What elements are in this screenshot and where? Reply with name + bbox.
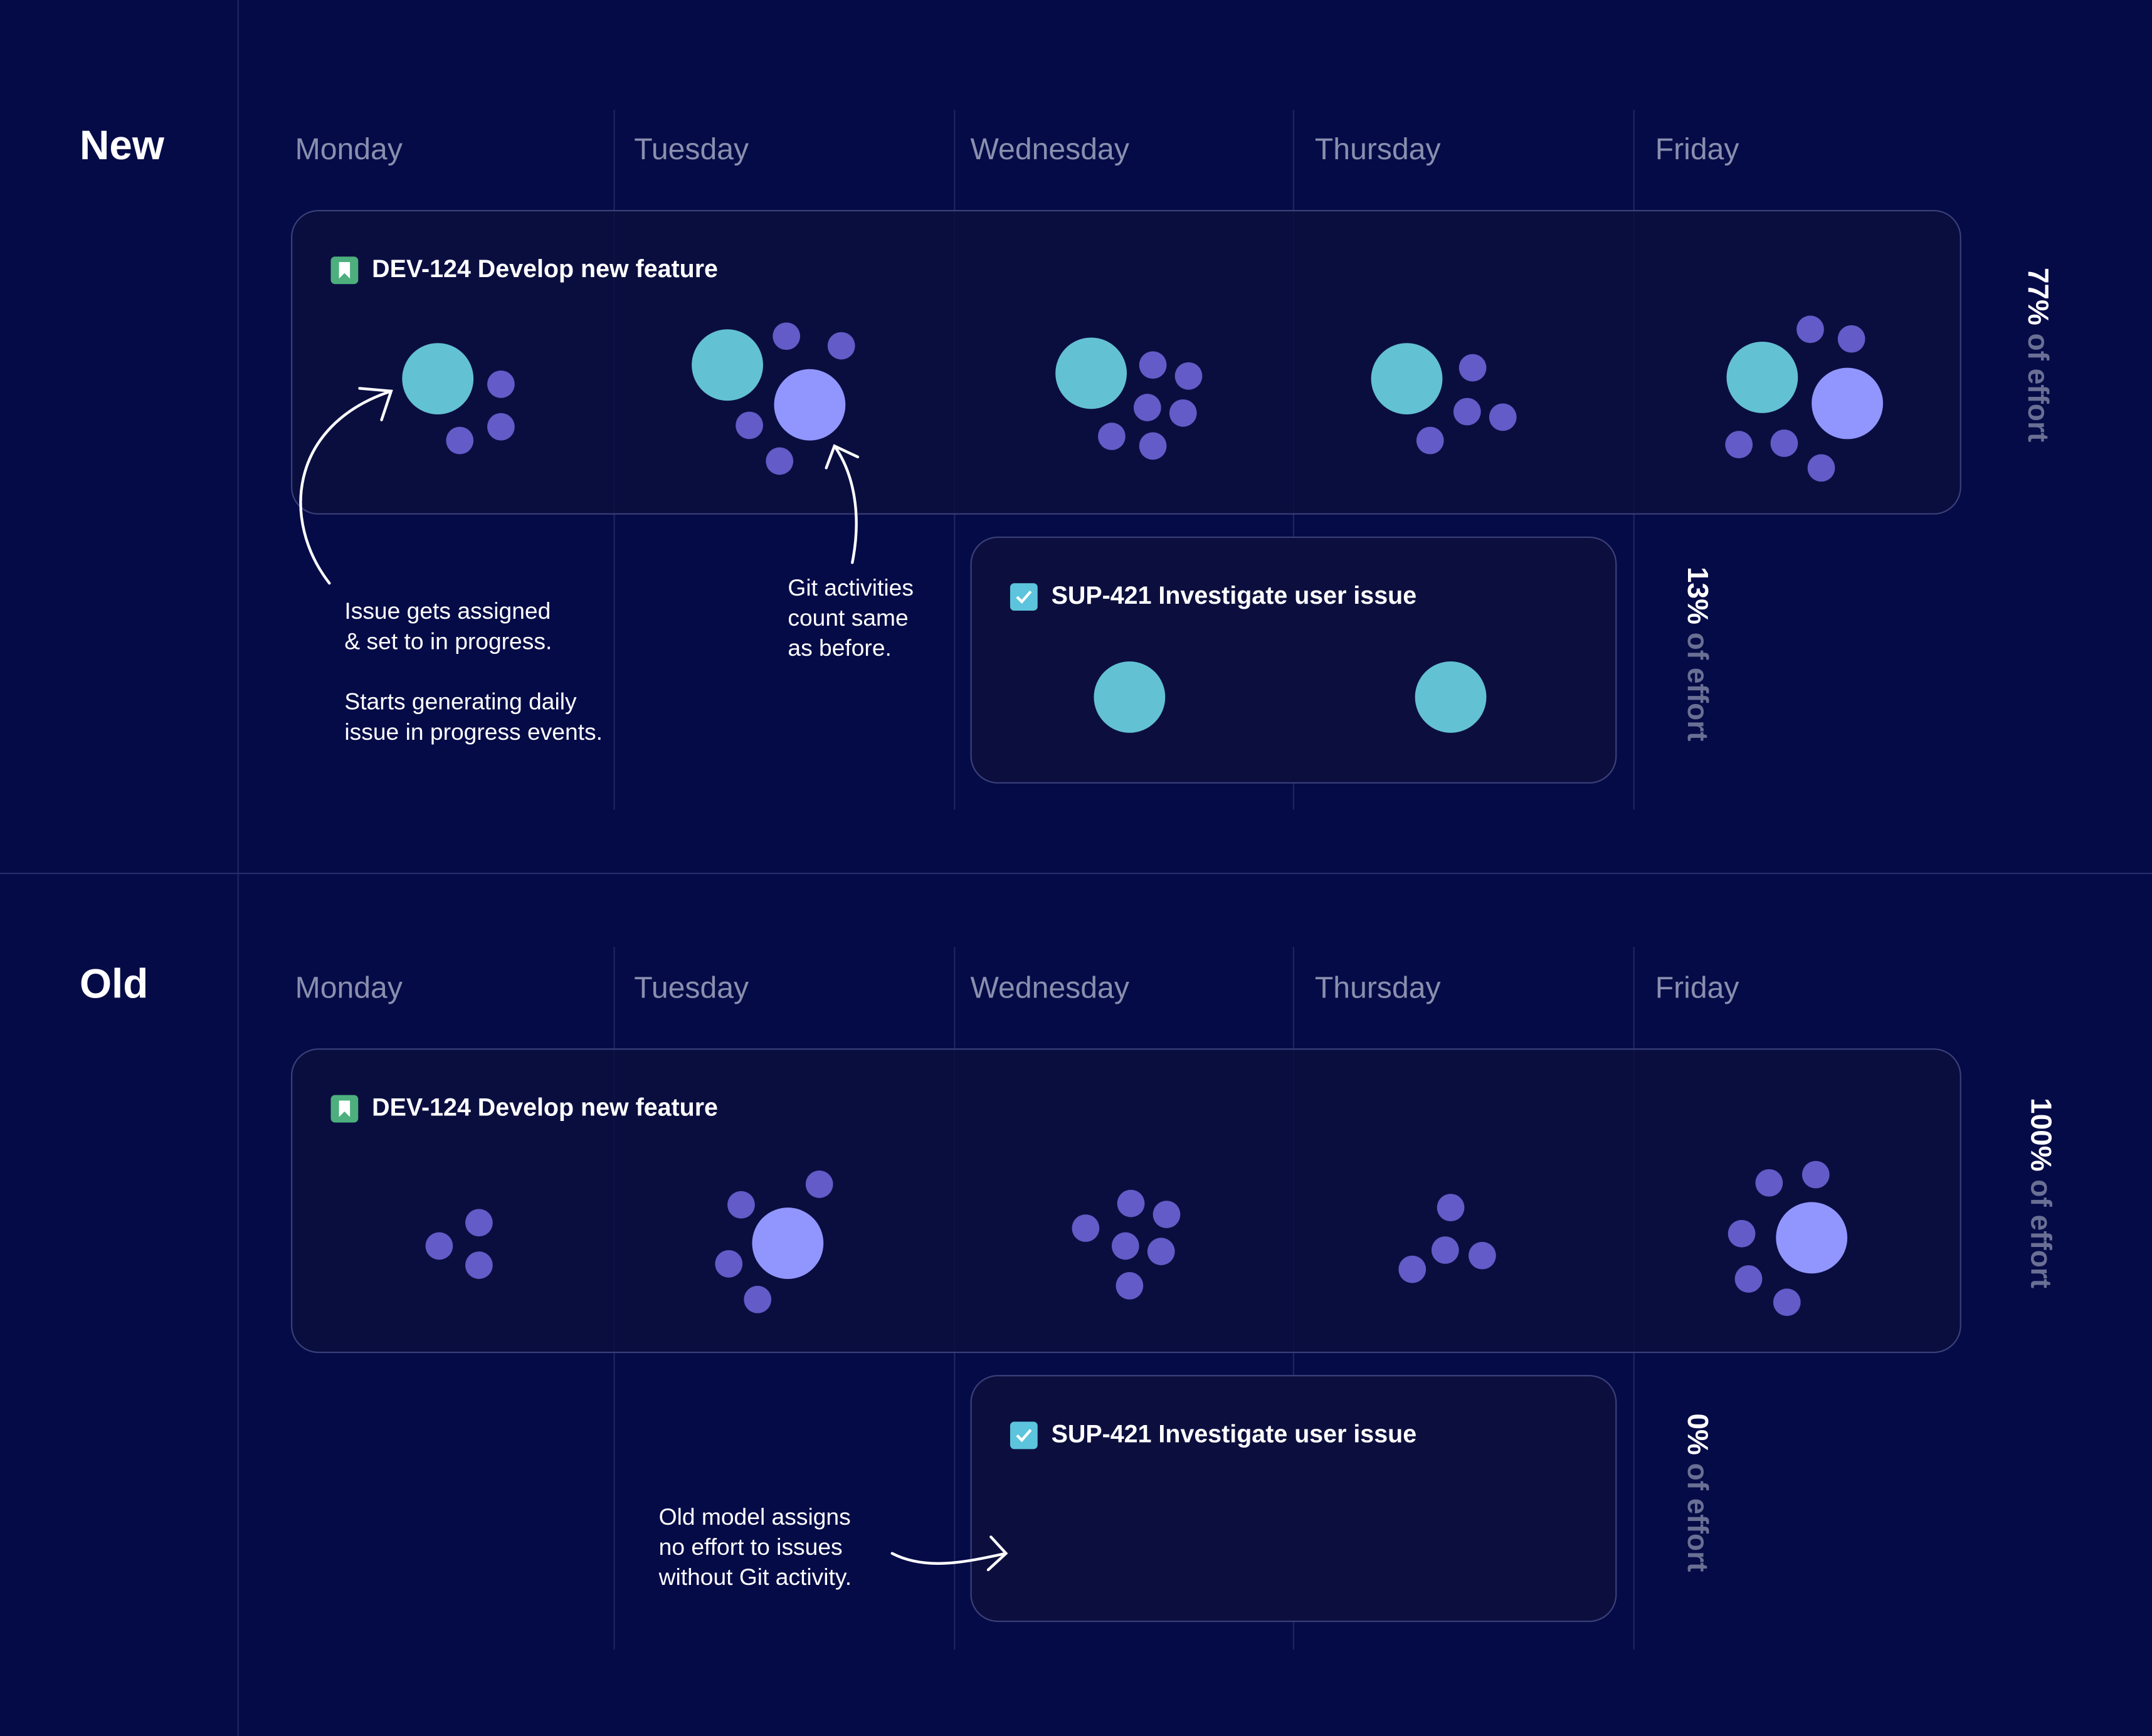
day-label-wednesday: Wednesday — [970, 132, 1129, 166]
day-label-thursday: Thursday — [1314, 132, 1441, 166]
day-label-wednesday: Wednesday — [970, 970, 1129, 1005]
effort-text: of effort — [2024, 1171, 2056, 1289]
effort-percent: 13% — [1681, 566, 1713, 624]
section-title-old: Old — [79, 962, 149, 1007]
section-title-new: New — [79, 123, 164, 169]
story-card-title: DEV-124 Develop new feature — [330, 1093, 718, 1122]
effort-percent: 100% — [2024, 1098, 2056, 1172]
effort-percent: 77% — [2022, 267, 2054, 325]
effort-text: of effort — [2022, 325, 2054, 443]
day-label-friday: Friday — [1655, 132, 1739, 166]
day-label-tuesday: Tuesday — [634, 970, 749, 1005]
story-effort-label: 77% of effort — [2020, 267, 2054, 443]
day-label-thursday: Thursday — [1314, 970, 1441, 1005]
day-label-monday: Monday — [295, 970, 403, 1005]
checkbox-icon — [1010, 582, 1038, 610]
task-effort-label: 13% of effort — [1680, 566, 1713, 742]
effort-text: of effort — [1681, 1455, 1713, 1572]
task-effort-label: 0% of effort — [1680, 1413, 1713, 1572]
story-title: DEV-124 Develop new feature — [372, 255, 718, 283]
story-effort-label: 100% of effort — [2023, 1098, 2056, 1289]
annotation-git-activities: Git activities count same as before. — [788, 575, 914, 662]
annotation-old-model: Old model assigns no effort to issues wi… — [658, 1503, 852, 1591]
section-divider — [0, 873, 2152, 875]
task-card-title: SUP-421 Investigate user issue — [1010, 1420, 1416, 1449]
day-label-monday: Monday — [295, 132, 403, 166]
story-title: DEV-124 Develop new feature — [372, 1093, 718, 1122]
story-card[interactable]: DEV-124 Develop new feature — [291, 1048, 1961, 1354]
effort-text: of effort — [1681, 624, 1713, 742]
bookmark-icon — [330, 1094, 359, 1122]
task-title: SUP-421 Investigate user issue — [1051, 582, 1417, 609]
day-label-tuesday: Tuesday — [634, 132, 749, 166]
task-card[interactable]: SUP-421 Investigate user issue — [970, 1375, 1617, 1623]
sidebar-divider — [237, 0, 239, 1736]
story-card-title: DEV-124 Develop new feature — [330, 255, 718, 284]
annotation-issue-assigned: Issue gets assigned & set to in progress… — [344, 598, 603, 745]
day-label-friday: Friday — [1655, 970, 1739, 1005]
story-card[interactable]: DEV-124 Develop new feature — [291, 209, 1961, 515]
effort-percent: 0% — [1681, 1413, 1713, 1455]
task-card[interactable]: SUP-421 Investigate user issue — [970, 536, 1617, 784]
task-title: SUP-421 Investigate user issue — [1051, 1420, 1417, 1448]
checkbox-icon — [1010, 1421, 1038, 1449]
task-card-title: SUP-421 Investigate user issue — [1010, 582, 1416, 611]
bookmark-icon — [330, 256, 359, 283]
